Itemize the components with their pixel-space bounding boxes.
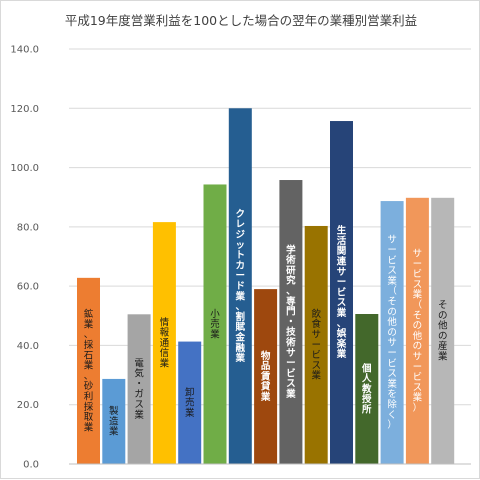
category-label: 鉱業、採石業、砂利採取業	[84, 308, 94, 433]
category-label: 情報通信業	[160, 316, 170, 369]
bar	[254, 289, 278, 464]
bar	[152, 222, 176, 464]
bar	[77, 277, 100, 464]
category-label: 学術研究、専門・技術サービス業	[285, 244, 296, 400]
y-tick-label: 140.0	[10, 45, 39, 56]
bar	[228, 108, 252, 465]
bar	[431, 197, 455, 465]
category-label: 製造業	[109, 405, 119, 438]
category-label: 物品賃貸業	[260, 350, 271, 403]
category-label: 個人教授所	[361, 362, 372, 415]
bar	[380, 201, 404, 464]
category-label: クレジットカード業、割賦金融業	[235, 209, 246, 364]
y-tick-label: 40.0	[17, 341, 39, 352]
bar	[102, 378, 126, 464]
bar	[203, 184, 227, 465]
category-label: 生活関連サービス業、娯楽業	[336, 225, 347, 361]
y-tick-label: 0.0	[23, 460, 39, 471]
category-label: 小売業	[210, 309, 220, 341]
y-tick-label: 20.0	[17, 400, 39, 411]
category-label: 電気・ガス業	[134, 358, 144, 421]
bar	[279, 180, 303, 464]
bar	[178, 341, 202, 464]
bar	[355, 314, 379, 464]
y-tick-label: 60.0	[17, 282, 39, 293]
y-tick-label: 100.0	[10, 163, 39, 174]
bar	[127, 314, 151, 464]
y-tick-label: 80.0	[17, 222, 39, 233]
bar	[304, 225, 328, 464]
category-label: 卸売業	[185, 386, 195, 419]
chart-title: 平成19年度営業利益を100とした場合の翌年の業種別営業利益	[64, 13, 418, 28]
category-label: 飲食サービス業	[311, 308, 321, 382]
category-label: その他の産業	[438, 300, 448, 363]
bar	[405, 197, 429, 465]
bar	[330, 121, 353, 465]
y-tick-label: 120.0	[10, 104, 39, 115]
category-label: サービス業（その他のサービス業）	[413, 249, 423, 415]
category-label: サービス業（その他のサービス業を除く）	[387, 235, 397, 431]
